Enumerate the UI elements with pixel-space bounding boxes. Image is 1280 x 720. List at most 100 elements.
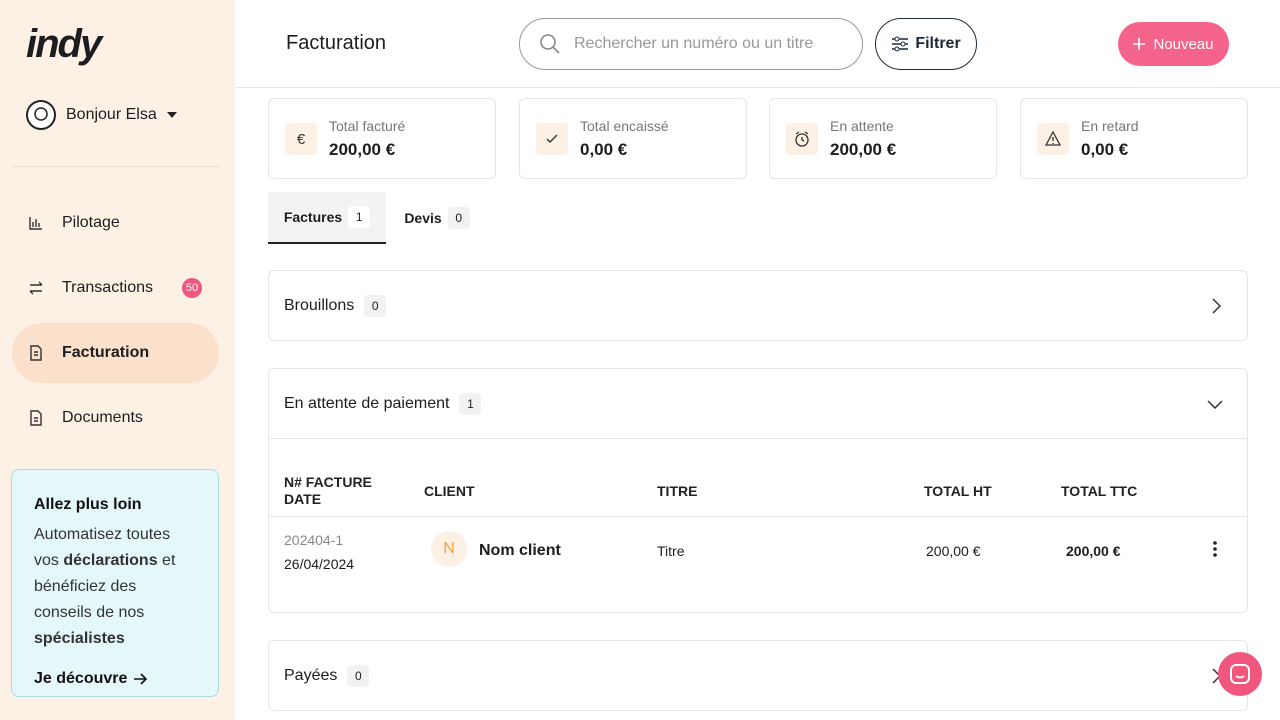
stat-icon	[1037, 122, 1069, 155]
filter-icon	[892, 36, 909, 52]
section-label: Payées	[284, 667, 338, 684]
promo-title: Allez plus loin	[34, 496, 142, 513]
header-text: N# FACTURE	[284, 474, 372, 490]
stat-text: En retard 0,00 €	[1081, 118, 1139, 160]
row-menu[interactable]	[1212, 541, 1218, 557]
client-avatar: N	[431, 531, 467, 567]
caret	[166, 112, 177, 118]
arrow	[134, 673, 148, 685]
column-header: CLIENT	[424, 483, 475, 499]
stat-label: En retard	[1081, 117, 1139, 134]
promo-card: Allez plus loin Automatisez toutes vos d…	[11, 469, 219, 697]
stat-value: 0,00 €	[1081, 139, 1129, 159]
stat-icon	[786, 122, 818, 155]
stat-value: 200,00 €	[830, 139, 897, 159]
section: En attente de paiement 1 N# FACTURE DATE C…	[268, 368, 1248, 613]
text: Automatisez toutes vos	[34, 526, 171, 569]
section-count: 0	[347, 665, 370, 687]
column-header: TOTAL TTC	[1061, 483, 1138, 499]
total-ttc: 200,00 €	[1066, 543, 1121, 559]
column-header: N# FACTURE DATE	[284, 474, 372, 508]
section: Brouillons 0	[268, 270, 1248, 341]
user-menu[interactable]: Bonjour Elsa	[26, 100, 177, 130]
tab-label: Devis	[404, 210, 442, 226]
nav-item[interactable]: Transactions 50	[12, 258, 219, 318]
search-box[interactable]: Rechercher un numéro ou un titre	[519, 18, 863, 70]
table-row[interactable]: 202404-1 26/04/2024 N Nom client Titre 2…	[269, 518, 1247, 593]
nav-label: Pilotage	[62, 214, 120, 231]
stat-icon	[536, 122, 568, 155]
text: et bénéficiez des conseils de nos	[34, 552, 176, 621]
header-text: DATE	[284, 491, 322, 507]
tab[interactable]: Devis 0	[392, 192, 482, 244]
section-count: 1	[459, 392, 482, 415]
total-ht: 200,00 €	[926, 543, 981, 559]
section-label: Brouillons	[284, 297, 355, 314]
chevron	[1207, 400, 1223, 409]
stat-value: 200,00 €	[329, 139, 396, 159]
chat-button[interactable]	[1218, 652, 1262, 696]
nav-label: Facturation	[62, 344, 150, 361]
logo[interactable]: indy	[26, 22, 102, 66]
nav-label: Documents	[62, 409, 143, 426]
avatar	[26, 100, 56, 130]
nav-label: Transactions	[62, 279, 153, 296]
promo-link[interactable]: Je découvre	[34, 666, 196, 692]
table-header: N# FACTURE DATE CLIENT TITRE TOTAL HT TOT…	[269, 439, 1247, 517]
section-header[interactable]: Brouillons 0	[269, 271, 1247, 341]
new-button[interactable]: Nouveau	[1118, 22, 1229, 66]
icon	[29, 281, 43, 295]
stat-label: Total encaissé	[580, 117, 669, 134]
tab-count: 0	[447, 207, 470, 229]
invoice-number: 202404-1	[284, 532, 344, 548]
section-count: 0	[364, 295, 387, 317]
stat-icon: €	[285, 122, 317, 155]
icon	[546, 134, 558, 143]
stat-label: Total facturé	[329, 117, 406, 134]
icon: €	[297, 131, 306, 147]
plus-icon	[1133, 38, 1146, 50]
icon	[29, 217, 42, 230]
filter-button[interactable]: Filtrer	[875, 18, 977, 70]
stat-card: Total encaissé 0,00 €	[519, 98, 747, 179]
text: déclarations	[63, 552, 158, 569]
stat-text: Total facturé 200,00 €	[329, 118, 405, 160]
stat-card: En attente 200,00 €	[769, 98, 997, 179]
icon	[30, 345, 42, 361]
icon	[30, 410, 42, 426]
tab[interactable]: Factures 1	[268, 192, 386, 244]
column-header: TOTAL HT	[924, 483, 992, 499]
section-header[interactable]: Payées 0	[269, 641, 1247, 711]
greeting: Bonjour Elsa	[66, 106, 157, 123]
chevron	[1212, 298, 1221, 314]
header: Facturation Rechercher un numéro ou un t…	[235, 0, 1280, 88]
section-header[interactable]: En attente de paiement 1	[269, 369, 1247, 439]
filter-label: Filtrer	[915, 35, 961, 52]
section-label: En attente de paiement	[284, 394, 450, 412]
stat-text: Total encaissé 0,00 €	[580, 118, 669, 160]
stat-card: En retard 0,00 €	[1020, 98, 1248, 179]
sidebar: indy Bonjour Elsa Pilotage Transactions 5…	[0, 0, 235, 720]
invoice-date: 26/04/2024	[284, 556, 355, 572]
section: Payées 0	[268, 640, 1248, 711]
badge: 50	[182, 278, 202, 298]
icon	[795, 130, 809, 147]
new-label: Nouveau	[1153, 35, 1214, 53]
nav-item[interactable]: Documents	[12, 388, 219, 448]
nav-item[interactable]: Facturation	[12, 323, 219, 383]
search-icon	[540, 34, 560, 54]
promo-text: Automatisez toutes vos déclarations et b…	[34, 522, 196, 652]
nav-item[interactable]: Pilotage	[12, 193, 219, 253]
stat-card: € Total facturé 200,00 €	[268, 98, 496, 179]
page-title: Facturation	[286, 32, 387, 54]
tab-count: 1	[348, 206, 371, 228]
divider	[12, 166, 219, 167]
chat-icon	[1230, 664, 1250, 684]
text: spécialistes	[34, 630, 125, 647]
search-placeholder: Rechercher un numéro ou un titre	[574, 35, 814, 52]
client-name: Nom client	[479, 542, 561, 559]
svg-text:€: €	[297, 131, 306, 147]
tab-label: Factures	[283, 209, 343, 225]
